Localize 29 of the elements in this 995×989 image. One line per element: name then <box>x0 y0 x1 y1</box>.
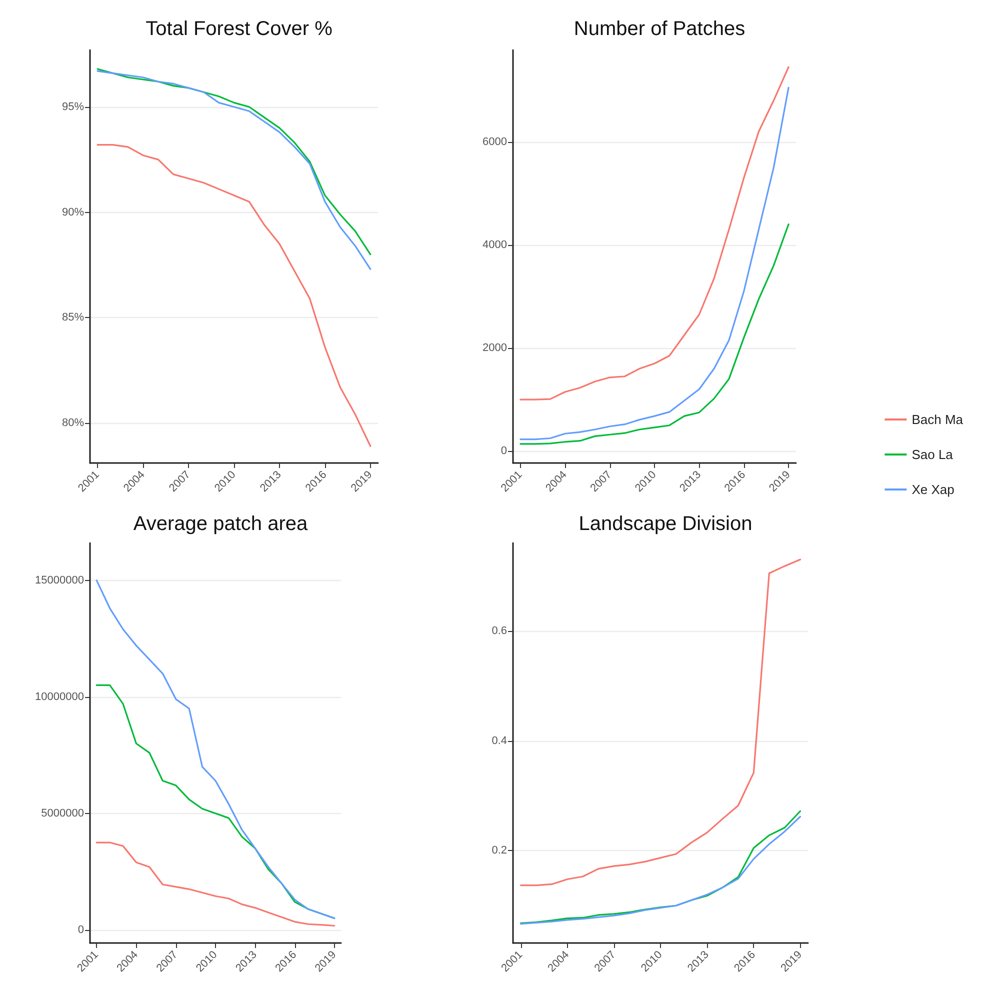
y-tick-label: 0.6 <box>492 624 507 637</box>
y-tick-label: 0 <box>78 924 84 936</box>
y-tick-label: 85% <box>62 312 84 324</box>
chart-title: Average patch area <box>133 513 308 535</box>
y-tick-label: 10000000 <box>35 690 84 703</box>
y-tick-label: 0.2 <box>492 844 507 857</box>
chart-title: Number of Patches <box>574 18 746 40</box>
y-tick-label: 95% <box>62 100 84 113</box>
chart-title: Landscape Division <box>578 513 752 535</box>
y-tick-label: 4000 <box>482 238 507 251</box>
line-series <box>96 144 372 447</box>
legend-label: Sao La <box>912 447 954 462</box>
y-tick-label: 15000000 <box>35 574 84 586</box>
y-tick-label: 80% <box>62 416 84 429</box>
line-series <box>520 558 802 886</box>
line-series <box>520 86 790 440</box>
chart-title: Total Forest Cover % <box>146 18 333 40</box>
legend-label: Xe Xap <box>912 482 954 497</box>
y-tick-label: 90% <box>62 206 84 218</box>
line-series <box>520 66 790 400</box>
y-tick-label: 5000000 <box>41 807 84 820</box>
line-series <box>96 579 336 920</box>
legend-label: Bach Ma <box>912 412 964 427</box>
line-series <box>96 842 336 927</box>
y-tick-label: 2000 <box>482 342 507 354</box>
line-series <box>520 223 790 445</box>
y-tick-label: 6000 <box>482 136 507 148</box>
y-tick-label: 0.4 <box>492 734 507 747</box>
y-tick-label: 0 <box>500 445 507 458</box>
